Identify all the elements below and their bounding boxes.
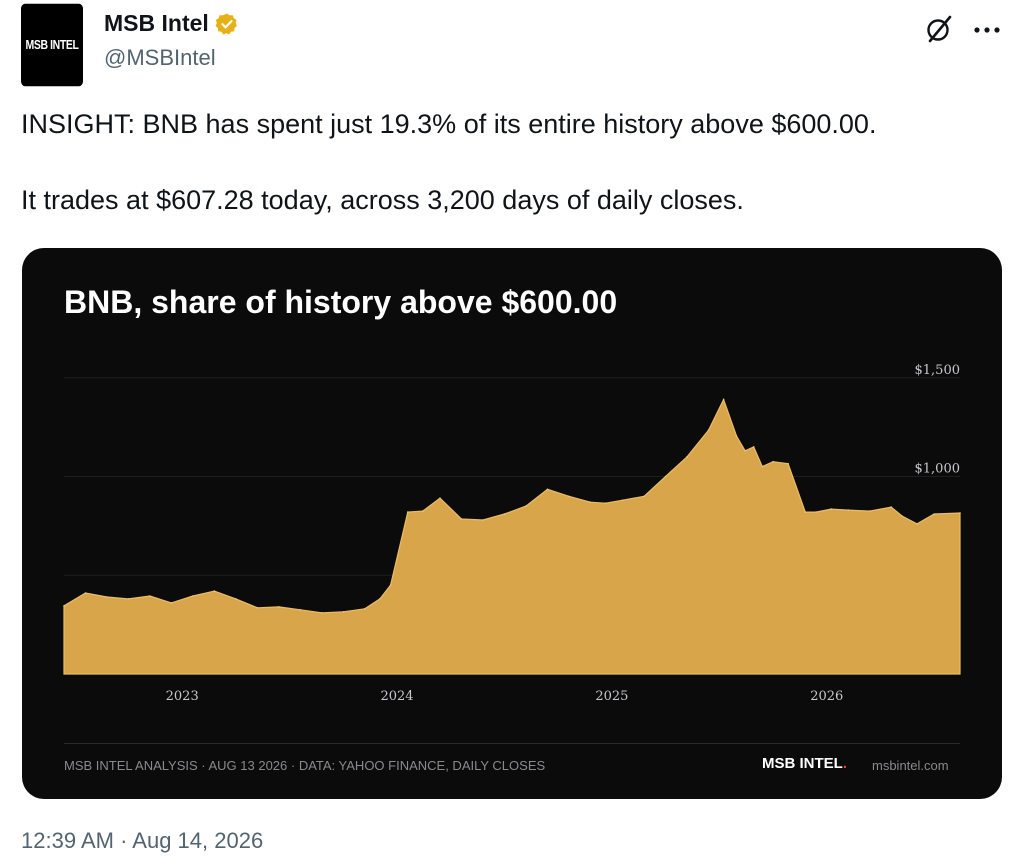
footer-brand-dot: . (842, 755, 848, 772)
data-point (127, 598, 130, 600)
data-point (364, 608, 366, 610)
data-point (546, 488, 549, 491)
handle[interactable]: @MSBIntel (104, 45, 216, 70)
data-point (722, 398, 725, 401)
data-point (707, 429, 710, 431)
data-point (106, 596, 108, 598)
price-area (63, 397, 961, 675)
y-tick-label: $1,500 (915, 363, 961, 378)
price-area-chart: $1,500 $1,000 2023 2024 2025 2026 (63, 363, 961, 704)
chart-source-note: MSB INTEL ANALYSIS · AUG 13 2026 · DATA:… (64, 758, 546, 773)
data-point (815, 511, 817, 513)
data-point (256, 607, 259, 609)
data-point (869, 510, 871, 512)
timestamp[interactable]: 12:39 AM · Aug 14, 2026 (21, 828, 264, 853)
data-point (278, 606, 280, 608)
data-point (761, 465, 764, 468)
data-point (422, 510, 424, 512)
data-point (503, 513, 506, 515)
data-point (890, 506, 892, 508)
data-point (170, 602, 173, 604)
data-point (916, 523, 918, 525)
data-point (439, 497, 441, 499)
data-point (213, 590, 216, 592)
data-point (321, 612, 323, 614)
x-tick-label: 2026 (810, 689, 843, 704)
data-point (664, 475, 667, 478)
data-point (589, 501, 592, 503)
x-tick-label: 2023 (166, 689, 199, 704)
data-point (460, 518, 463, 520)
data-point (525, 505, 527, 507)
data-point (772, 460, 774, 463)
data-point (735, 435, 738, 437)
data-point (901, 515, 903, 517)
more-options-icon[interactable] (970, 14, 1004, 44)
data-point (744, 450, 746, 452)
tweet-line-1: INSIGHT: BNB has spent just 19.3% of its… (21, 109, 877, 139)
data-point (787, 462, 789, 465)
x-tick-label: 2024 (380, 689, 413, 704)
display-name[interactable]: MSB Intel (104, 10, 209, 36)
chart-title: BNB, share of history above $600.00 (64, 284, 618, 320)
data-point (63, 605, 65, 607)
data-point (959, 512, 961, 514)
footer-brand-text: MSB INTEL (762, 755, 843, 772)
data-point (84, 592, 87, 594)
verified-badge-icon (215, 13, 237, 34)
footer-brand: MSB INTEL. (762, 755, 847, 772)
data-point (933, 513, 935, 515)
footer-site[interactable]: msbintel.com (872, 758, 949, 773)
data-point (389, 584, 392, 586)
data-point (686, 456, 688, 458)
chart-card[interactable]: BNB, share of history above $600.00 $1,5… (22, 248, 1002, 799)
data-point (830, 508, 832, 510)
x-tick-label: 2025 (595, 689, 628, 704)
footer-divider (64, 743, 960, 744)
author-name-row: MSB Intel (104, 10, 239, 37)
data-point (621, 499, 624, 501)
data-point (342, 611, 345, 613)
data-point (407, 511, 409, 513)
data-point (482, 519, 484, 521)
data-point (604, 502, 607, 504)
y-tick-label: $1,000 (915, 462, 961, 477)
data-point (149, 595, 151, 597)
tweet-line-2: It trades at $607.28 today, across 3,200… (21, 185, 744, 215)
data-point (192, 595, 194, 597)
data-point (804, 511, 807, 513)
data-point (299, 609, 302, 611)
tweet-text: INSIGHT: BNB has spent just 19.3% of its… (21, 105, 1001, 219)
data-point (379, 598, 381, 600)
data-point (752, 446, 755, 448)
data-point (643, 495, 645, 498)
avatar[interactable]: MSB INTEL (21, 3, 83, 87)
grok-icon[interactable] (924, 14, 954, 44)
data-point (235, 598, 237, 600)
data-point (568, 495, 570, 498)
data-point (847, 509, 850, 511)
